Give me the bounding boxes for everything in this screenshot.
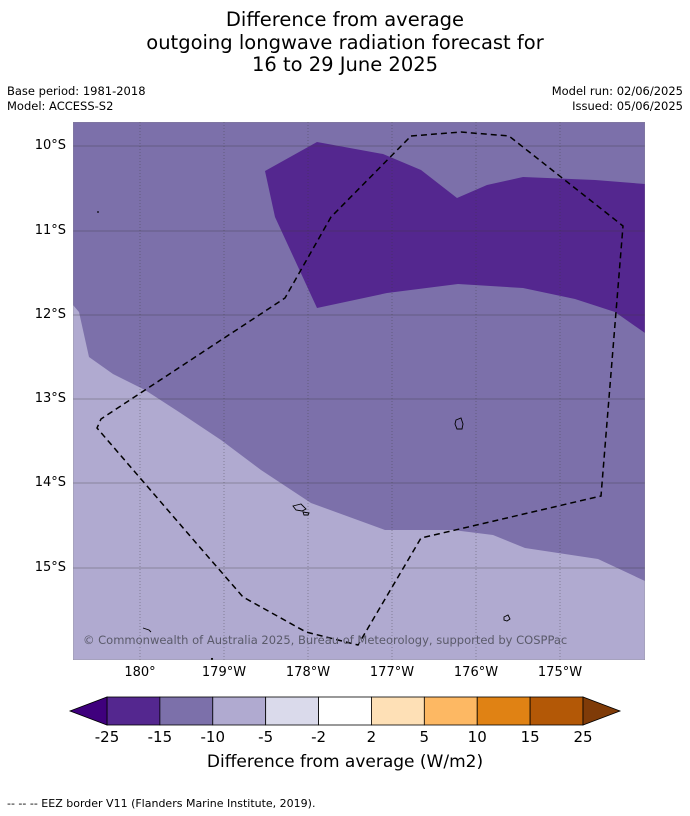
islet: [210, 657, 214, 660]
model-name: Model: ACCESS-S2: [7, 99, 114, 113]
island-outlines: [142, 417, 511, 633]
colorbar-cell: [159, 696, 214, 726]
colorbar-tick-label: -2: [311, 728, 327, 746]
graticule-lat: [73, 145, 645, 569]
island: [142, 627, 152, 633]
colorbar: [68, 696, 622, 726]
colorbar-cell: [476, 696, 531, 726]
colorbar-tick-label: 25: [573, 728, 593, 746]
lon-label: 177°W: [369, 665, 415, 680]
colorbar-tick-label: 10: [467, 728, 487, 746]
lat-label: 14°S: [34, 475, 66, 490]
island: [292, 503, 307, 512]
anomaly-region-strong: [265, 142, 645, 333]
title-line-3: 16 to 29 June 2025: [251, 53, 439, 76]
islet: [97, 211, 99, 213]
colorbar-tick-label: 2: [366, 728, 377, 746]
map-title: Difference from average outgoing longwav…: [0, 8, 690, 77]
colorbar-tick-label: -5: [258, 728, 274, 746]
colorbar-cell: [212, 696, 267, 726]
colorbar-cell: [106, 696, 161, 726]
model-run: Model run: 02/06/2025: [551, 84, 683, 98]
colorbar-cell: [318, 696, 372, 726]
colorbar-tick-label: -15: [147, 728, 173, 746]
colorbar-extend-low: [68, 696, 108, 726]
lat-label: 11°S: [34, 223, 66, 238]
lat-label: 13°S: [34, 391, 66, 406]
colorbar-tick-label: 5: [419, 728, 430, 746]
colorbar-cell: [371, 696, 425, 726]
issued-date: Issued: 05/06/2025: [572, 99, 683, 113]
colorbar-title: Difference from average (W/m2): [206, 752, 484, 772]
olr-anomaly-map: [73, 122, 645, 660]
lat-label: 12°S: [34, 307, 66, 322]
island: [454, 417, 464, 430]
colorbar-cell: [265, 696, 319, 726]
colorbar-tick-label: -10: [200, 728, 226, 746]
title-line-1: Difference from average: [225, 8, 465, 31]
lon-label: 179°W: [201, 665, 247, 680]
lat-label: 10°S: [34, 138, 66, 153]
title-line-2: outgoing longwave radiation forecast for: [146, 30, 544, 54]
eez-legend-note: -- -- -- EEZ border V11 (Flanders Marine…: [7, 797, 316, 810]
lon-label: 175°W: [537, 665, 583, 680]
island: [302, 511, 310, 516]
base-period: Base period: 1981-2018: [7, 84, 146, 98]
colorbar-extend-high: [582, 696, 622, 726]
copyright-credit: © Commonwealth of Australia 2025, Bureau…: [83, 633, 568, 647]
colorbar-cell: [529, 696, 584, 726]
island: [503, 614, 511, 622]
lon-label: 176°W: [453, 665, 499, 680]
lon-label: 180°: [124, 665, 156, 680]
lat-label: 15°S: [34, 560, 66, 575]
meta-right: Model run: 02/06/2025 Issued: 05/06/2025: [552, 84, 683, 114]
anomaly-region-weak: [73, 305, 645, 660]
meta-left: Base period: 1981-2018 Model: ACCESS-S2: [7, 84, 146, 114]
colorbar-tick-label: 15: [520, 728, 540, 746]
colorbar-tick-label: -25: [94, 728, 120, 746]
colorbar-cell: [423, 696, 478, 726]
lon-label: 178°W: [285, 665, 331, 680]
